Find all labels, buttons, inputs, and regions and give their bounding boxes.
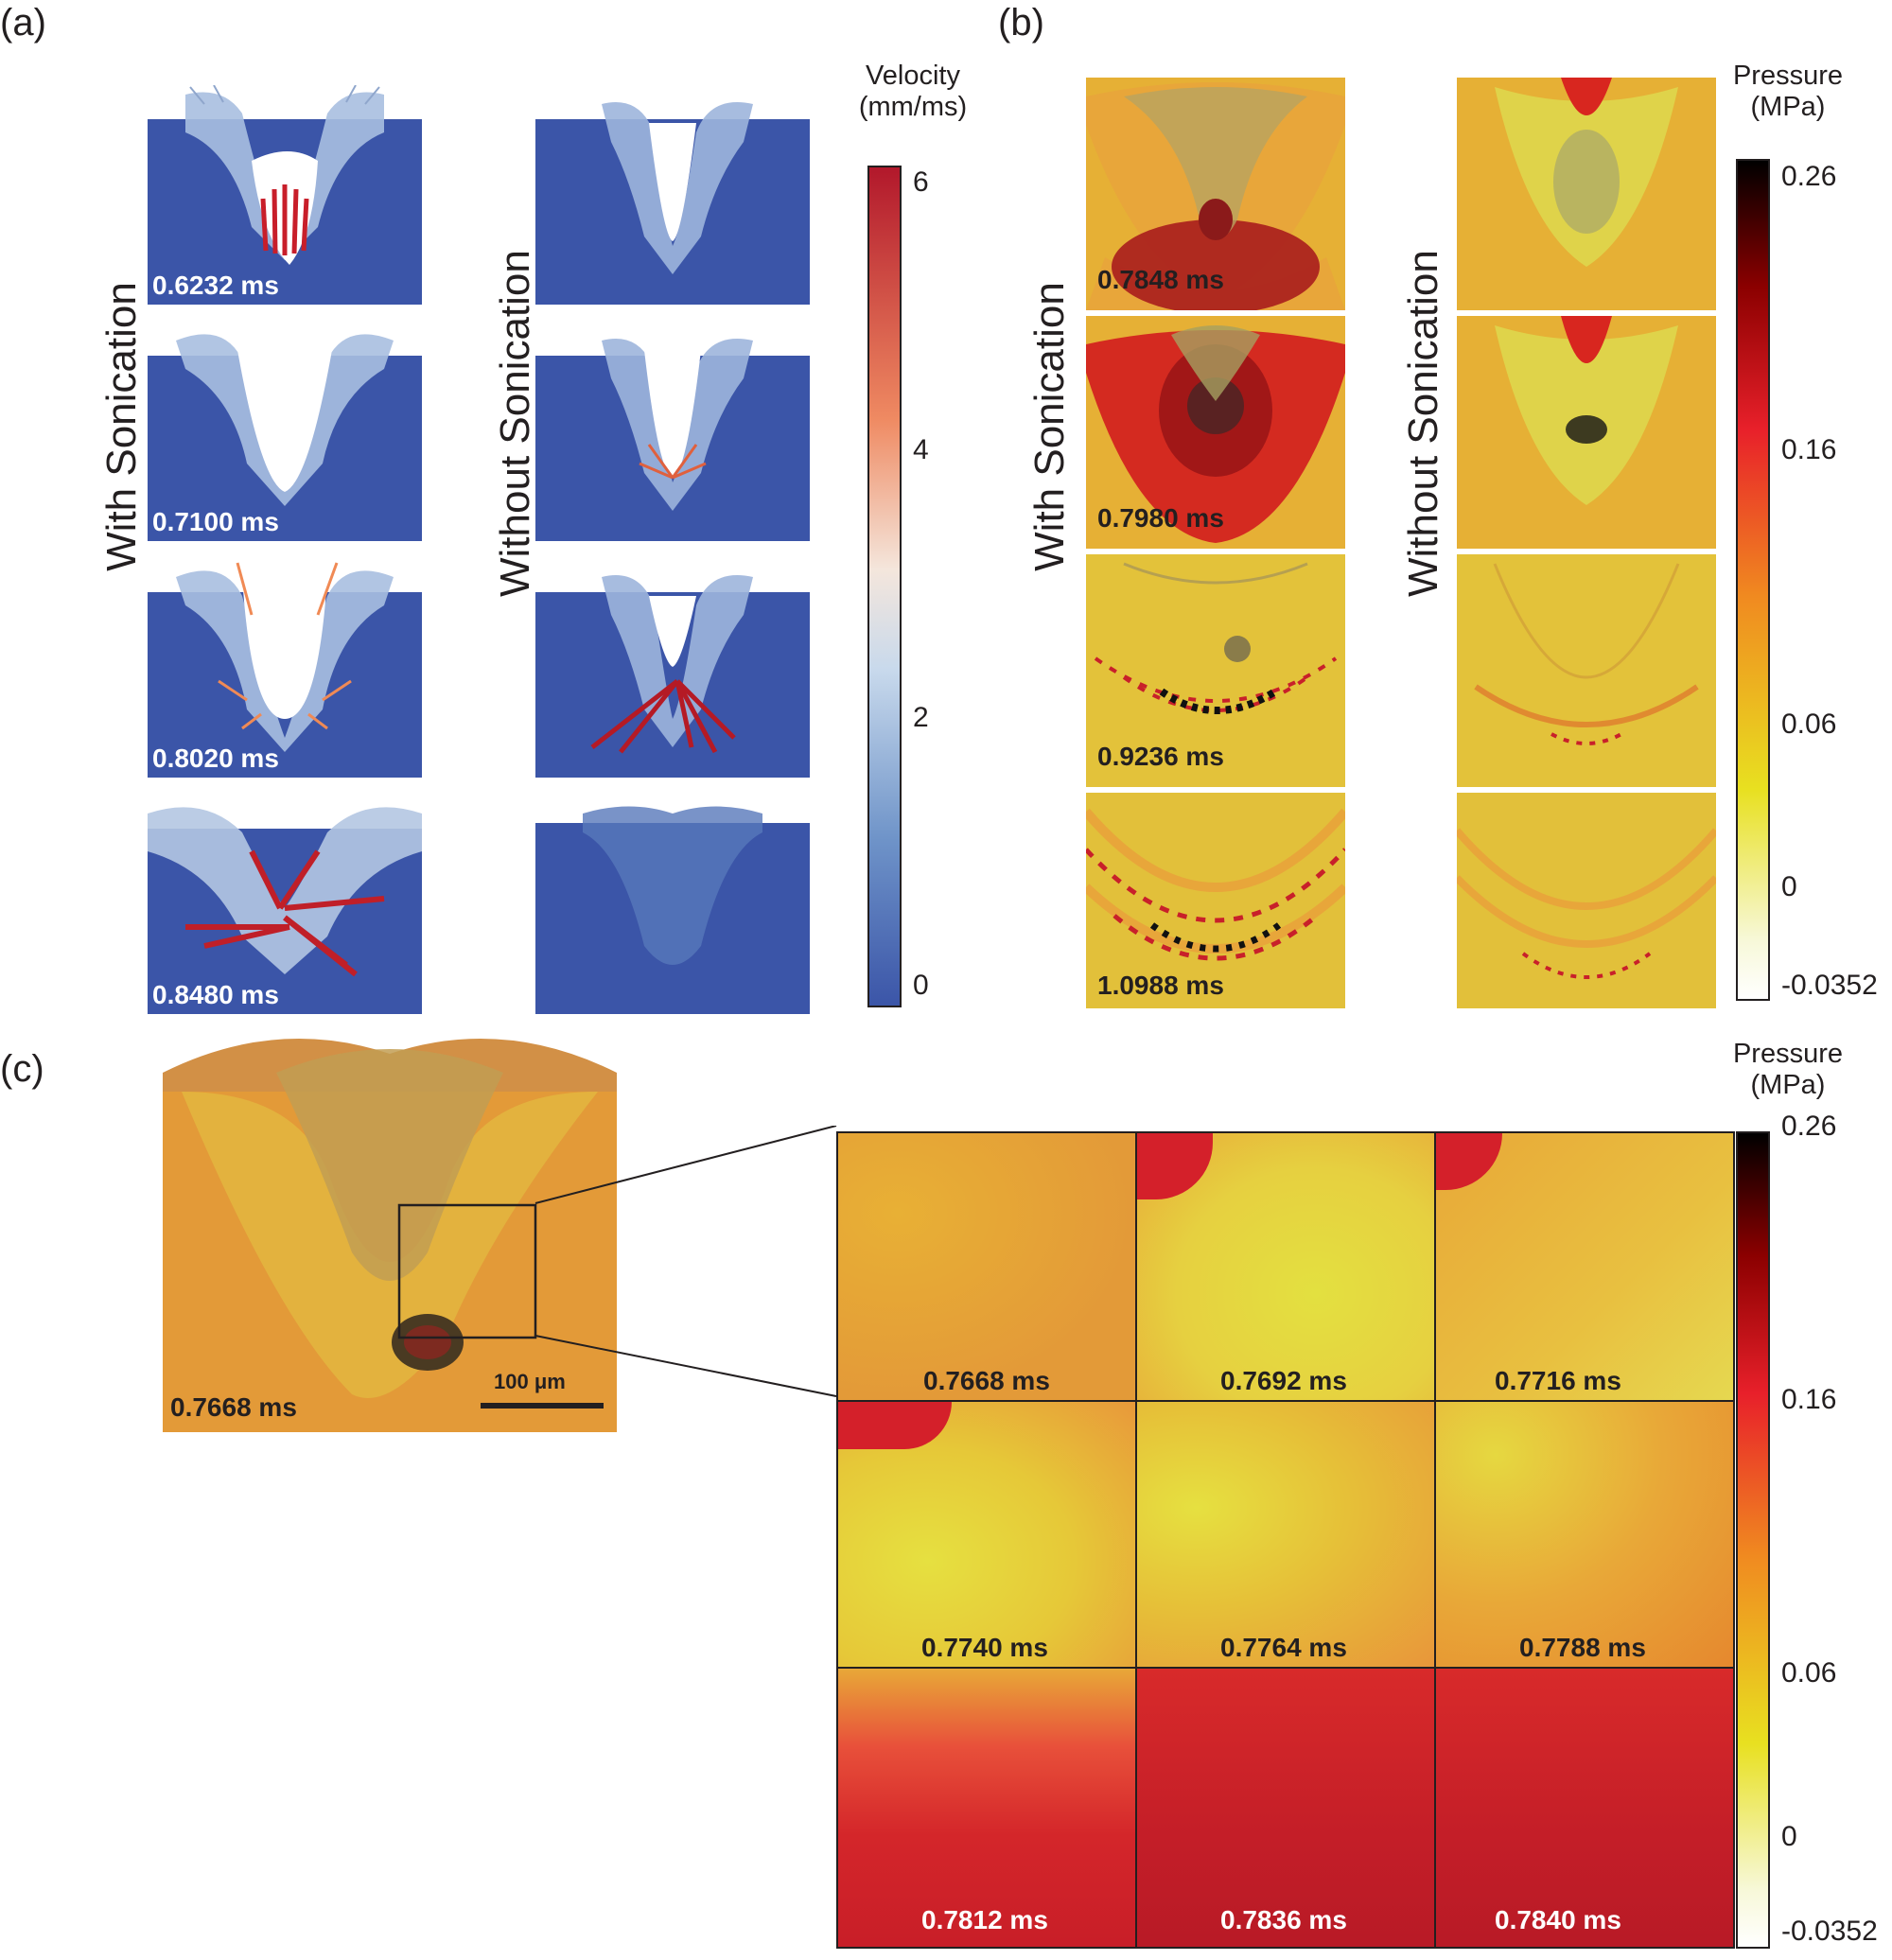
panel-a-colorbar-tick-4: 4 (913, 434, 929, 465)
panel-c-colorbar-tick-0.16: 0.16 (1781, 1384, 1837, 1415)
panel-b-colorbar-tick-0.26: 0.26 (1781, 161, 1837, 192)
panel-b-colorbar-tick-0.16: 0.16 (1781, 434, 1837, 465)
panel-a-colorbar-title: Velocity (mm/ms) (847, 61, 979, 123)
panel-b-with-tile-1: 0.7848 ms (1086, 78, 1345, 310)
panel-b-colorbar-title: Pressure (MPa) (1722, 61, 1854, 123)
panel-a-with-tile-3: 0.8020 ms (148, 558, 422, 778)
panel-c-zoom-lines (534, 1126, 837, 1397)
panel-c-grid-time-2: 0.7692 ms (1220, 1366, 1347, 1395)
panel-a-with-tile-1: 0.6232 ms (148, 85, 422, 305)
panel-a-with-time-3: 0.8020 ms (152, 744, 279, 773)
panel-b-with-time-2: 0.7980 ms (1097, 503, 1224, 533)
panel-a-colorbar (867, 166, 902, 1007)
panel-b-colorbar-title-line1: Pressure (1732, 61, 1844, 91)
panel-b-without-label: Without Sonication (1400, 250, 1446, 597)
panel-b-colorbar-title-line2: (MPa) (1750, 92, 1826, 122)
panel-c-overview: 0.7668 ms 100 μm (163, 1035, 617, 1432)
panel-c-colorbar-title: Pressure (MPa) (1722, 1039, 1854, 1101)
panel-a-letter: (a) (0, 2, 46, 44)
panel-c-grid-cell-9: 0.7840 ms (1434, 1667, 1735, 1949)
panel-a-with-time-2: 0.7100 ms (152, 507, 279, 536)
panel-a-with-tile-2: 0.7100 ms (148, 322, 422, 541)
panel-a-with-label: With Sonication (98, 282, 145, 571)
panel-c-grid-time-3: 0.7716 ms (1495, 1366, 1621, 1395)
panel-a-with-tile-4: 0.8480 ms (148, 795, 422, 1014)
panel-c-letter: (c) (0, 1048, 44, 1090)
panel-b-letter: (b) (998, 2, 1044, 44)
panel-a-without-tile-3 (535, 558, 810, 778)
panel-a-with-time-1: 0.6232 ms (152, 271, 279, 300)
panel-a-colorbar-title-line1: Velocity (866, 61, 960, 91)
panel-a-without-tile-4 (535, 795, 810, 1014)
panel-a-with-time-4: 0.8480 ms (152, 980, 279, 1009)
panel-b-with-tile-2: 0.7980 ms (1086, 316, 1345, 549)
panel-b-with-time-3: 0.9236 ms (1097, 742, 1224, 771)
panel-c-colorbar-tick-min: -0.0352 (1781, 1916, 1878, 1947)
panel-a-without-tile-2 (535, 322, 810, 541)
panel-b-with-tile-3: 0.9236 ms (1086, 554, 1345, 787)
panel-c-grid-cell-1: 0.7668 ms (836, 1131, 1137, 1402)
panel-c-grid-time-4: 0.7740 ms (921, 1633, 1048, 1662)
panel-c-colorbar (1736, 1131, 1770, 1949)
panel-c-grid-cell-7: 0.7812 ms (836, 1667, 1137, 1949)
panel-a-colorbar-tick-6: 6 (913, 166, 929, 198)
panel-a-without-tile-1 (535, 85, 810, 305)
panel-b-with-time-4: 1.0988 ms (1097, 971, 1224, 1000)
panel-c-scale-bar-label: 100 μm (494, 1370, 566, 1393)
panel-b-with-time-1: 0.7848 ms (1097, 265, 1224, 294)
panel-c-grid-time-6: 0.7788 ms (1519, 1633, 1646, 1662)
panel-c-grid-time-1: 0.7668 ms (923, 1366, 1050, 1395)
panel-b-colorbar-tick-min: -0.0352 (1781, 970, 1878, 1001)
panel-c-colorbar-tick-0.26: 0.26 (1781, 1111, 1837, 1142)
panel-b-colorbar (1736, 159, 1770, 1001)
panel-c-colorbar-tick-0: 0 (1781, 1821, 1797, 1852)
panel-a-without-label: Without Sonication (492, 250, 538, 597)
panel-c-colorbar-tick-0.06: 0.06 (1781, 1657, 1837, 1689)
panel-c-grid-cell-4: 0.7740 ms (836, 1400, 1137, 1669)
panel-b-colorbar-tick-0.06: 0.06 (1781, 709, 1837, 740)
panel-c-grid-hot-spot-4 (838, 1402, 952, 1449)
panel-c-grid-hot-spot-3 (1436, 1133, 1502, 1190)
panel-c-grid-hot-spot-2 (1137, 1133, 1213, 1199)
panel-b-without-tile-1 (1457, 78, 1716, 310)
panel-c-grid-time-7: 0.7812 ms (921, 1905, 1048, 1934)
panel-b-without-tile-2 (1457, 316, 1716, 549)
panel-b-without-tile-3 (1457, 554, 1716, 787)
panel-c-colorbar-title-line2: (MPa) (1750, 1070, 1826, 1100)
panel-c-grid-cell-6: 0.7788 ms (1434, 1400, 1735, 1669)
panel-c-grid-time-5: 0.7764 ms (1220, 1633, 1347, 1662)
panel-b-without-tile-4 (1457, 793, 1716, 1008)
panel-b-colorbar-tick-0: 0 (1781, 871, 1797, 902)
panel-c-colorbar-title-line1: Pressure (1732, 1039, 1844, 1069)
panel-b-with-label: With Sonication (1026, 282, 1073, 571)
panel-c-grid-cell-5: 0.7764 ms (1135, 1400, 1436, 1669)
panel-a-colorbar-tick-2: 2 (913, 702, 929, 733)
panel-a-colorbar-tick-0: 0 (913, 970, 929, 1001)
panel-c-overview-time: 0.7668 ms (170, 1392, 297, 1422)
panel-c-grid-cell-8: 0.7836 ms (1135, 1667, 1436, 1949)
panel-a-colorbar-title-line2: (mm/ms) (858, 92, 968, 122)
panel-b-with-tile-4: 1.0988 ms (1086, 793, 1345, 1008)
panel-c-grid-cell-2: 0.7692 ms (1135, 1131, 1436, 1402)
panel-c-grid-time-9: 0.7840 ms (1495, 1905, 1621, 1934)
panel-c-grid-cell-3: 0.7716 ms (1434, 1131, 1735, 1402)
panel-c-grid-time-8: 0.7836 ms (1220, 1905, 1347, 1934)
